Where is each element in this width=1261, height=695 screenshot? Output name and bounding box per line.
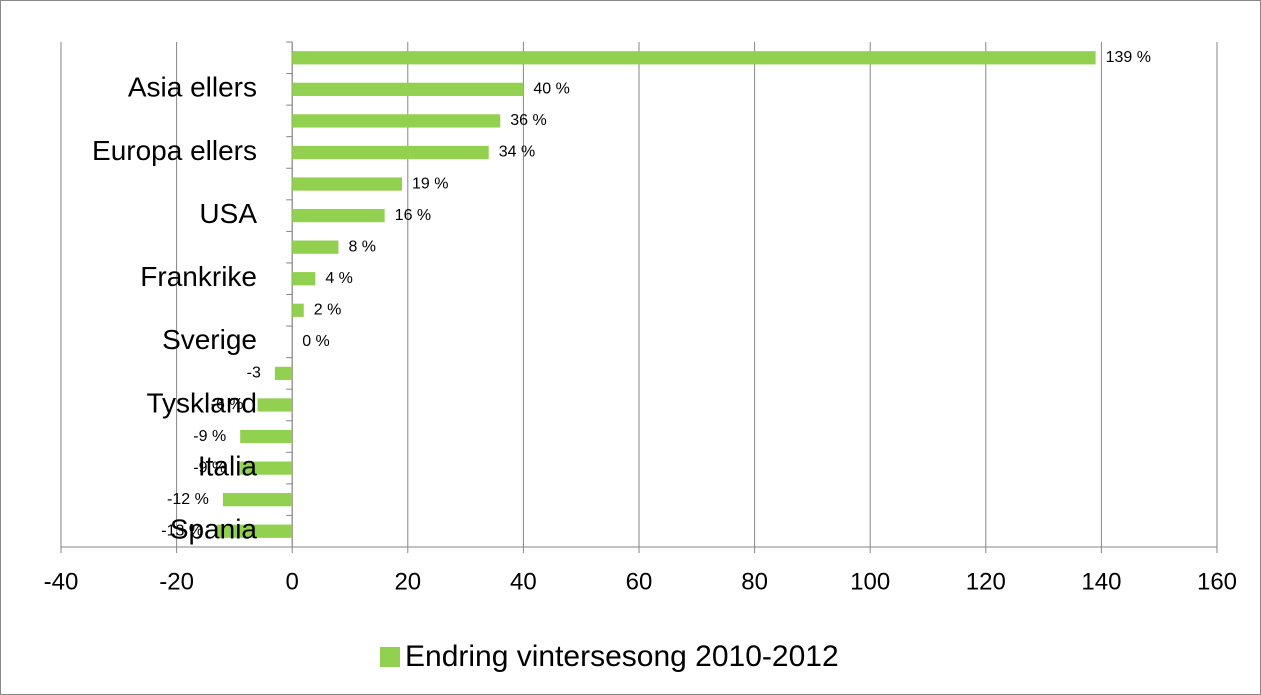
y-tick-label: Frankrike — [140, 261, 257, 292]
x-tick-label: -20 — [159, 568, 194, 595]
x-tick-label: 20 — [394, 568, 421, 595]
data-label: -6 % — [211, 396, 244, 413]
bar — [292, 51, 1096, 65]
legend-label: Endring vintersesong 2010-2012 — [405, 640, 839, 673]
bar — [240, 429, 293, 444]
y-tick-label: Spania — [170, 514, 258, 545]
x-tick-label: 0 — [286, 568, 299, 595]
bar — [257, 398, 293, 412]
data-label: 8 % — [348, 238, 376, 255]
data-label: 40 % — [533, 81, 569, 98]
bar — [292, 303, 304, 317]
bar — [274, 366, 293, 381]
data-label: 2 % — [314, 302, 342, 319]
data-label: 34 % — [499, 144, 535, 161]
y-tick-label: Tyskland — [147, 387, 258, 418]
bar — [292, 114, 501, 128]
data-label: 36 % — [510, 112, 546, 129]
x-tick-label: 120 — [966, 568, 1006, 595]
data-label: -13 % — [161, 522, 203, 539]
bar — [222, 493, 293, 507]
data-label: 16 % — [395, 207, 431, 224]
x-tick-label: 60 — [626, 568, 653, 595]
data-label: -9 % — [193, 428, 226, 445]
bar — [217, 524, 293, 538]
data-label: 4 % — [325, 270, 353, 287]
x-tick-label: 100 — [850, 568, 890, 595]
bar — [292, 145, 489, 160]
bar — [292, 208, 385, 223]
x-tick-label: -40 — [44, 568, 79, 595]
data-label: 19 % — [412, 175, 448, 192]
y-tick-label: Europa ellers — [92, 135, 257, 166]
x-tick-label: 80 — [741, 568, 768, 595]
data-label: 0 % — [302, 333, 330, 350]
data-label: -3 — [247, 365, 261, 382]
bar — [292, 272, 316, 286]
y-tick-label: USA — [199, 198, 257, 229]
bar — [292, 82, 524, 96]
y-tick-label: Asia ellers — [128, 72, 257, 103]
bar — [292, 177, 403, 191]
y-tick-label: Sverige — [162, 324, 257, 355]
x-tick-label: 140 — [1081, 568, 1121, 595]
y-tick-label: Italia — [198, 450, 258, 481]
data-label: 139 % — [1106, 49, 1151, 66]
x-tick-label: 40 — [510, 568, 537, 595]
data-label: -9 % — [193, 459, 226, 476]
legend-swatch — [380, 647, 400, 667]
data-label: -12 % — [167, 491, 209, 508]
x-tick-label: 160 — [1197, 568, 1237, 595]
bar — [240, 461, 293, 475]
bar — [292, 240, 339, 254]
